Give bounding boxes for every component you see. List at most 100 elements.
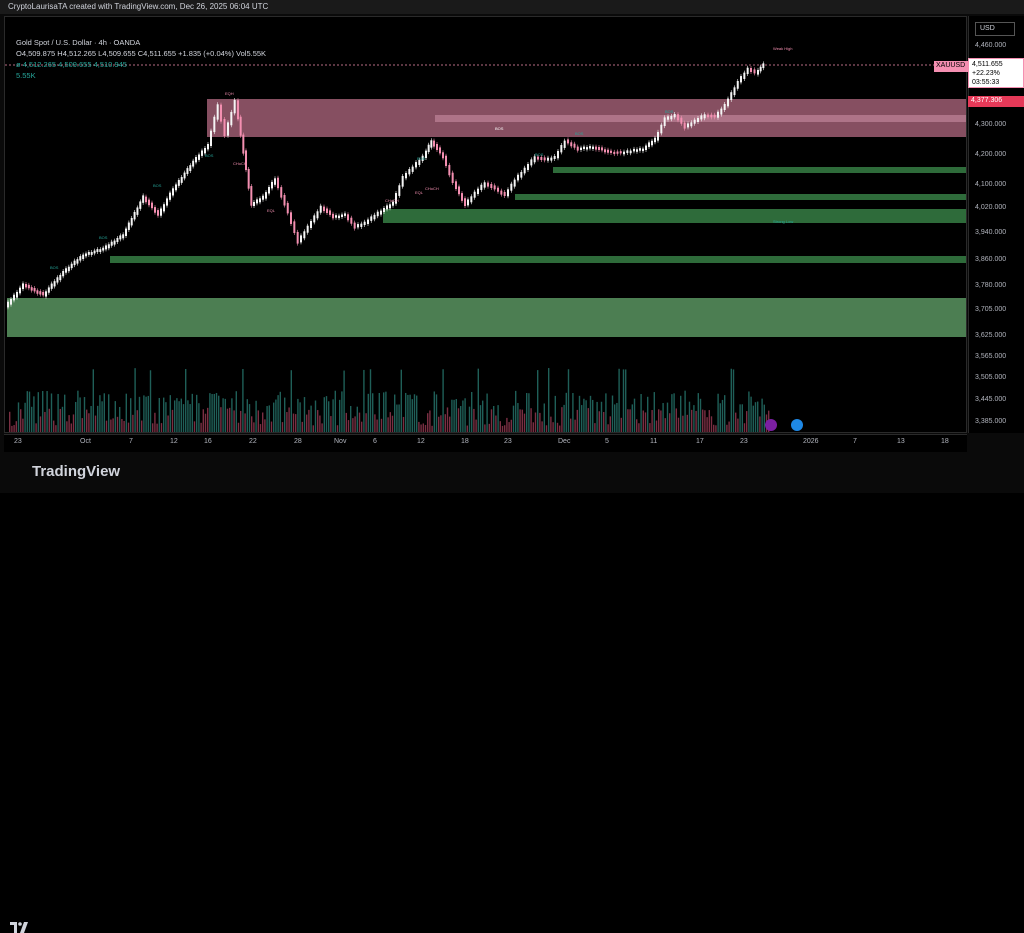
volume-bar xyxy=(735,412,737,432)
volume-bar xyxy=(273,402,275,432)
candle-body xyxy=(547,157,549,161)
tradingview-brand[interactable]: TradingView xyxy=(32,463,121,480)
volume-bar xyxy=(697,393,699,432)
candle-body xyxy=(329,210,331,215)
volume-bar xyxy=(286,412,288,432)
candle-body xyxy=(277,177,279,189)
volume-bar xyxy=(451,399,453,432)
volume-bar xyxy=(482,400,484,432)
volume-bar xyxy=(699,398,702,432)
volume-bar xyxy=(587,408,589,432)
volume-bar xyxy=(559,425,561,432)
volume-bar xyxy=(761,398,763,432)
candle-body xyxy=(461,193,463,201)
volume-bar xyxy=(72,414,75,432)
volume-bar xyxy=(363,369,365,432)
eqh-label: EQH xyxy=(225,91,234,96)
candle-body xyxy=(537,156,539,160)
candle-body xyxy=(347,214,349,221)
candle-body xyxy=(96,249,99,252)
candle-body xyxy=(250,186,253,206)
volume-bar xyxy=(121,419,123,432)
candle-body xyxy=(113,240,116,245)
volume-bar xyxy=(235,391,237,432)
volume-bar xyxy=(70,423,72,432)
candle-body xyxy=(433,140,435,147)
currency-button[interactable]: USD xyxy=(975,22,1015,36)
volume-bar xyxy=(475,419,477,432)
strong-low-label: Strong Low xyxy=(773,219,793,224)
volume-bar xyxy=(411,399,413,432)
candle-body xyxy=(367,219,369,224)
candles-group xyxy=(7,61,765,310)
volume-bar xyxy=(112,418,114,432)
candle-body xyxy=(198,154,200,160)
bos-label: BOS xyxy=(575,131,584,136)
volume-bar xyxy=(519,409,521,432)
volume-bar xyxy=(125,393,127,432)
candle-body xyxy=(42,291,45,296)
bos-label: BOS xyxy=(50,265,59,270)
volume-bar xyxy=(721,399,724,432)
volume-bar xyxy=(600,401,603,432)
volume-bar xyxy=(655,420,658,432)
bos-label: BOS xyxy=(665,109,674,114)
volume-bar xyxy=(616,402,618,432)
candle-body xyxy=(341,214,343,217)
volume-bar xyxy=(409,394,411,432)
candle-body xyxy=(335,215,337,218)
volume-bar xyxy=(233,410,235,432)
volume-bar xyxy=(570,418,572,432)
candle-body xyxy=(10,298,12,305)
candle-body xyxy=(673,114,676,118)
candle-body xyxy=(310,221,312,228)
candle-body xyxy=(62,271,65,277)
last-price-flag: 4,511.655 +22.23% 03:55:33 xyxy=(968,58,1024,88)
candle-body xyxy=(201,150,203,156)
volume-bar xyxy=(625,369,627,432)
chart-pane[interactable]: BOS BOS BOS BOS BOS BOS BOS BOS CHoCH CHoCH EQL CHo… xyxy=(4,16,967,433)
candle-body xyxy=(473,191,476,198)
volume-bar xyxy=(530,408,532,432)
volume-bar xyxy=(145,396,147,432)
candle-body xyxy=(380,210,382,215)
candle-body xyxy=(373,214,376,220)
candlestick-chart[interactable]: BOSBOSBOSBOSBOSBOSBOSBOSCHoCHCHoCHEQLCHo… xyxy=(5,17,966,432)
volume-bar xyxy=(61,406,64,432)
volume-bar xyxy=(383,392,385,432)
volume-bar xyxy=(466,425,468,432)
candle-body xyxy=(296,231,299,244)
event-icon-flag-us[interactable] xyxy=(791,419,803,431)
candle-body xyxy=(415,162,417,168)
volume-bar xyxy=(647,396,649,432)
volume-bar xyxy=(178,401,180,432)
candle-body xyxy=(633,148,635,152)
volume-bar xyxy=(215,392,218,432)
candle-body xyxy=(177,179,180,186)
candle-body xyxy=(477,188,479,194)
volume-bar xyxy=(627,409,629,432)
candle-body xyxy=(589,146,591,149)
volume-bar xyxy=(229,407,231,432)
volume-bar xyxy=(358,412,361,432)
time-axis[interactable]: 23 Oct 7 12 16 22 28 Nov 6 12 18 23 Dec 5 11 17 23 2026 7 1… xyxy=(4,434,967,452)
candle-body xyxy=(262,195,264,200)
time-tick: 18 xyxy=(461,438,469,445)
candle-body xyxy=(703,114,706,119)
candle-body xyxy=(626,150,629,154)
candle-body xyxy=(717,111,719,118)
volume-bar xyxy=(141,420,143,432)
candle-body xyxy=(19,287,21,294)
choch-label: EQL xyxy=(415,190,424,195)
event-icon-lightning[interactable] xyxy=(765,419,777,431)
candle-body xyxy=(733,87,736,96)
volume-bar xyxy=(512,405,515,432)
volume-bar xyxy=(224,398,226,432)
volume-bar xyxy=(292,413,295,432)
candle-body xyxy=(316,211,319,219)
volume-bar xyxy=(196,394,198,432)
candle-body xyxy=(230,111,233,126)
candle-body xyxy=(427,144,430,153)
candle-body xyxy=(639,148,641,151)
volume-bar xyxy=(567,369,570,432)
